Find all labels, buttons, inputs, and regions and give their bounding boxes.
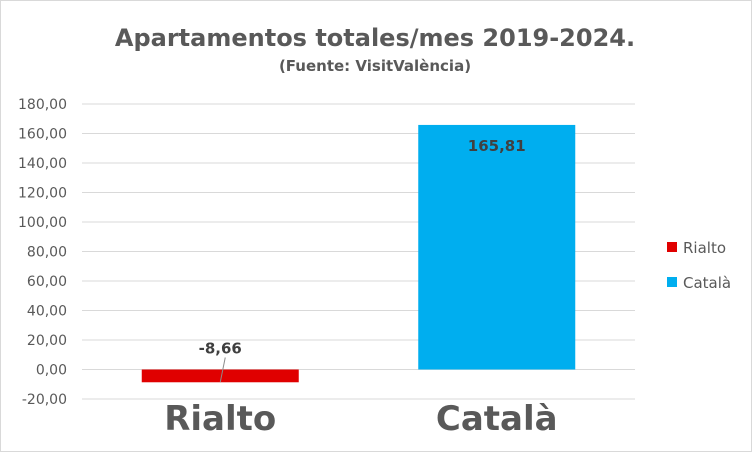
y-tick-label: 100,00 bbox=[18, 215, 67, 231]
y-tick-label: 160,00 bbox=[18, 127, 67, 143]
y-tick-label: 140,00 bbox=[18, 156, 67, 172]
bars bbox=[141, 124, 576, 383]
legend-label: Català bbox=[683, 274, 731, 292]
data-label: -8,66 bbox=[199, 340, 242, 358]
legend-label: Rialto bbox=[683, 239, 726, 257]
chart-title: Apartamentos totales/mes 2019-2024. bbox=[115, 24, 635, 52]
bar bbox=[418, 124, 576, 370]
x-tick-label: Rialto bbox=[164, 399, 276, 439]
y-tick-label: 0,00 bbox=[36, 363, 67, 379]
bar bbox=[141, 369, 299, 383]
legend: Rialto Català bbox=[667, 239, 731, 292]
y-tick-label: -20,00 bbox=[22, 392, 67, 408]
x-tick-label: Català bbox=[436, 399, 558, 439]
y-axis-ticks: 180,00 160,00 140,00 120,00 100,00 80,00 60,00… bbox=[18, 97, 67, 408]
y-tick-label: 180,00 bbox=[18, 97, 67, 113]
y-tick-label: 60,00 bbox=[27, 274, 67, 290]
y-tick-label: 40,00 bbox=[27, 304, 67, 320]
x-axis-ticks: Rialto Català bbox=[164, 399, 557, 439]
legend-swatch bbox=[667, 277, 677, 287]
y-tick-label: 20,00 bbox=[27, 333, 67, 349]
chart-subtitle: (Fuente: VisitValència) bbox=[279, 57, 471, 75]
data-labels: -8,66 165,81 bbox=[199, 137, 526, 383]
y-tick-label: 120,00 bbox=[18, 186, 67, 202]
data-label-leader bbox=[219, 357, 226, 383]
data-label: 165,81 bbox=[468, 137, 526, 155]
y-tick-label: 80,00 bbox=[27, 245, 67, 261]
legend-swatch bbox=[667, 242, 677, 252]
